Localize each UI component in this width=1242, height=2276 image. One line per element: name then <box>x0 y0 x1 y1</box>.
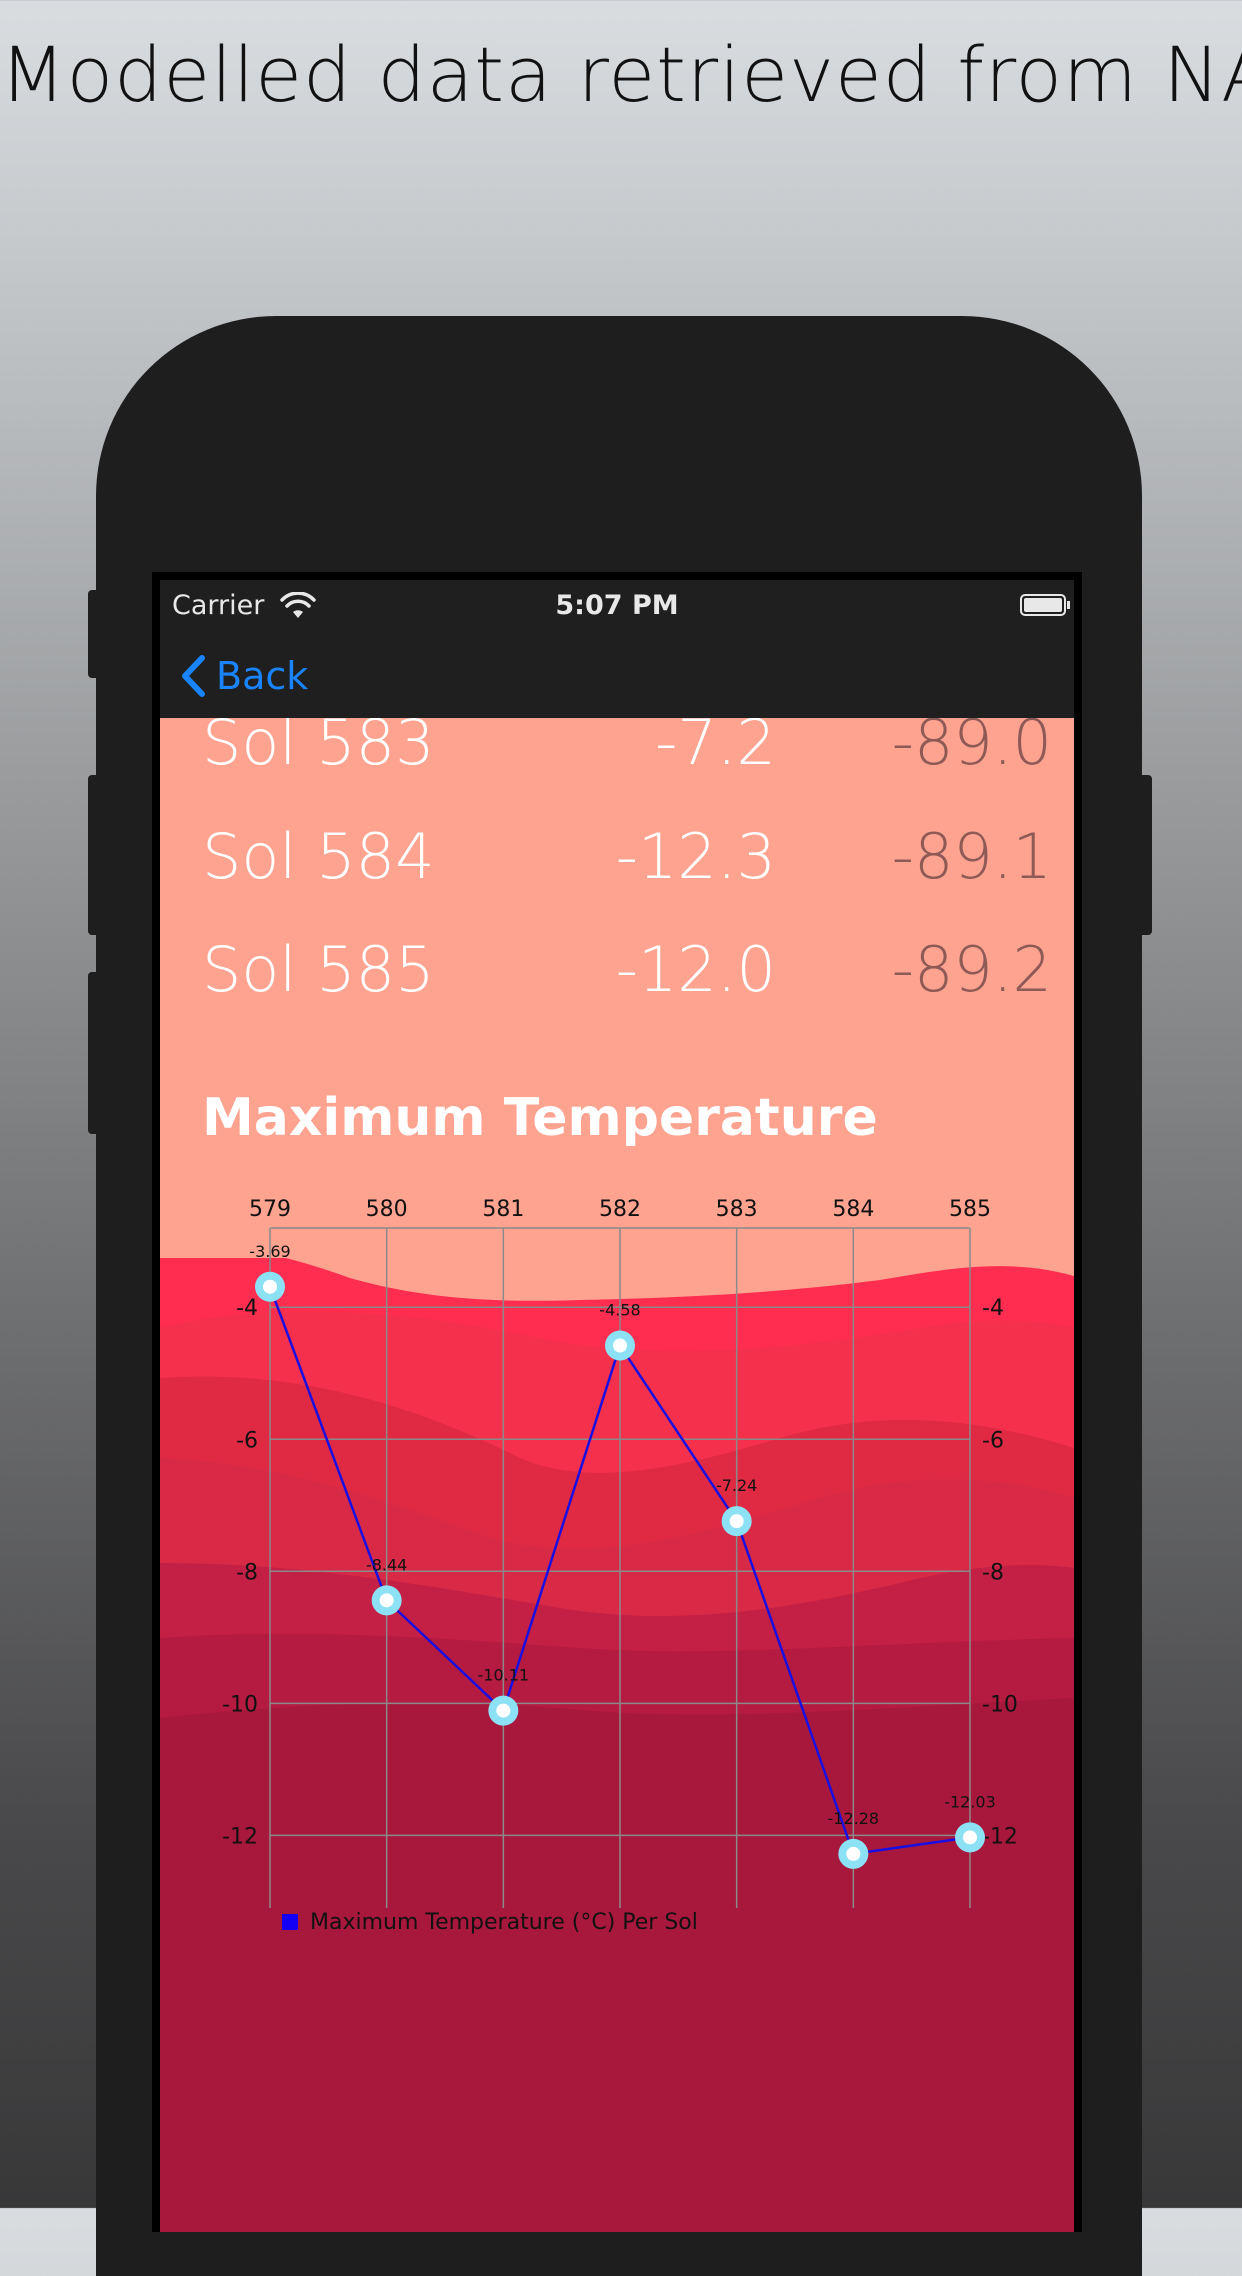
mars-dunes-background <box>160 1258 1074 2232</box>
data-point-marker-center <box>846 1846 861 1861</box>
phone-screen: Carrier 5:07 PM Back <box>152 572 1082 2232</box>
data-value-label: -12.03 <box>944 1792 996 1811</box>
data-value-label: -10.11 <box>478 1666 530 1685</box>
x-tick-label: 584 <box>832 1197 874 1222</box>
headline: Modelled data retrieved from NASA <box>0 30 1242 119</box>
y-tick-label-right: -10 <box>982 1692 1018 1717</box>
data-value-label: -7.24 <box>716 1476 757 1495</box>
data-value-label: -8.44 <box>366 1555 407 1574</box>
y-tick-label-right: -8 <box>982 1560 1004 1585</box>
x-tick-label: 583 <box>716 1197 758 1222</box>
x-tick-label: 579 <box>249 1197 291 1222</box>
y-tick-label-left: -10 <box>222 1692 258 1717</box>
data-point-marker-center <box>613 1338 627 1353</box>
chevron-left-icon <box>182 655 205 697</box>
sol-label: Sol 583 <box>202 718 435 779</box>
navigation-bar: Back <box>160 636 1074 718</box>
carrier-label: Carrier <box>172 590 265 621</box>
sol-min-temp: -89.0 <box>891 718 1052 779</box>
back-button[interactable]: Back <box>180 648 308 704</box>
sol-row: Sol 584 -12.3 -89.1 <box>202 820 1052 900</box>
x-tick-label: 582 <box>599 1197 641 1222</box>
y-tick-label-left: -8 <box>236 1560 258 1585</box>
wifi-icon <box>280 592 316 618</box>
battery-tip <box>1067 601 1070 609</box>
status-bar: Carrier 5:07 PM <box>160 580 1074 636</box>
back-label: Back <box>216 654 309 698</box>
legend-label: Maximum Temperature (°C) Per Sol <box>310 1910 698 1935</box>
x-tick-label: 581 <box>482 1197 524 1222</box>
sol-min-temp: -89.2 <box>891 933 1052 1006</box>
data-point-marker-center <box>379 1593 394 1608</box>
sol-label: Sol 585 <box>202 933 435 1006</box>
y-tick-label-right: -6 <box>982 1428 1004 1453</box>
data-value-label: -4.58 <box>599 1301 640 1320</box>
y-tick-label-left: -12 <box>222 1824 258 1849</box>
y-tick-label-right: -4 <box>982 1296 1004 1321</box>
weather-detail-content[interactable]: Sol 583 -7.2 -89.0 Sol 584 -12.3 -89.1 S… <box>160 718 1074 2232</box>
y-tick-label-left: -4 <box>236 1296 258 1321</box>
legend-swatch <box>282 1914 298 1930</box>
sol-max-temp: -7.2 <box>655 718 776 779</box>
max-temperature-chart[interactable]: 579 580 581 582 583 584 585 -4 -4 -6 -6 -8 -8 -10 -10 -… <box>160 718 1074 2232</box>
sol-row: Sol 583 -7.2 -89.0 <box>202 718 1052 786</box>
data-value-label: -12.28 <box>828 1809 880 1828</box>
data-value-label: -3.69 <box>249 1242 290 1261</box>
status-time: 5:07 PM <box>555 590 679 621</box>
data-point-marker-center <box>729 1514 744 1529</box>
data-point-marker-center <box>263 1279 277 1294</box>
battery-icon <box>1020 594 1066 616</box>
section-title: Maximum Temperature <box>202 1088 878 1148</box>
sol-min-temp: -89.1 <box>891 820 1052 893</box>
sol-max-temp: -12.0 <box>615 933 776 1006</box>
sol-max-temp: -12.3 <box>615 820 776 893</box>
y-tick-label-left: -6 <box>236 1428 258 1453</box>
data-point-marker-center <box>963 1830 977 1845</box>
x-tick-label: 585 <box>949 1197 991 1222</box>
sol-label: Sol 584 <box>202 820 435 893</box>
data-point-marker-center <box>496 1703 511 1718</box>
y-tick-label-right: -12 <box>982 1824 1018 1849</box>
x-tick-label: 580 <box>366 1197 408 1222</box>
sol-row: Sol 585 -12.0 -89.2 <box>202 933 1052 1013</box>
